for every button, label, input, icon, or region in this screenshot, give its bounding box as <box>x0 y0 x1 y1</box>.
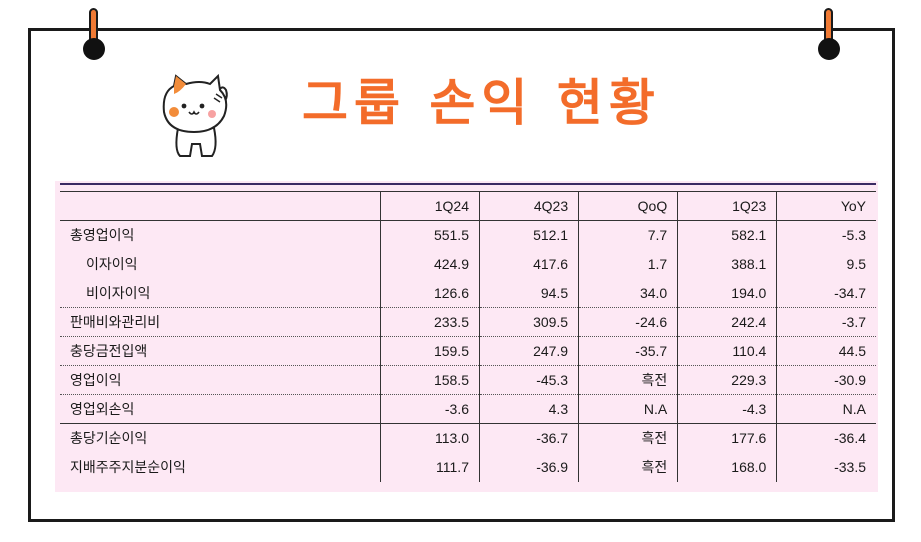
table-cell: -30.9 <box>776 365 876 395</box>
table-cell: 582.1 <box>677 220 777 250</box>
table-cell: -5.3 <box>776 220 876 250</box>
table-row: 영업외손익 -3.6 4.3 N.A -4.3 N.A <box>60 394 876 424</box>
table-cell: 417.6 <box>478 249 579 279</box>
table-cell: -3.6 <box>379 394 480 424</box>
table-cell: 309.5 <box>478 307 579 337</box>
pushpin-icon <box>818 8 840 60</box>
header-cell: 1Q23 <box>677 191 777 221</box>
table-top-rule <box>60 183 876 185</box>
table-row: 충당금전입액 159.5 247.9 -35.7 110.4 44.5 <box>60 336 876 366</box>
table-cell: 113.0 <box>379 423 480 453</box>
table-cell: -4.3 <box>677 394 777 424</box>
table-row: 판매비와관리비 233.5 309.5 -24.6 242.4 -3.7 <box>60 307 876 337</box>
row-label: 총당기순이익 <box>70 430 148 447</box>
table-cell: -36.9 <box>478 452 579 482</box>
table-cell: 34.0 <box>578 278 678 308</box>
table-cell: 흑전 <box>578 423 678 453</box>
table-cell: 512.1 <box>478 220 579 250</box>
table-cell: 242.4 <box>677 307 777 337</box>
table-cell: 9.5 <box>776 249 876 279</box>
table-cell: 7.7 <box>578 220 678 250</box>
table-cell: 1.7 <box>578 249 678 279</box>
table-row: 총영업이익 551.5 512.1 7.7 582.1 -5.3 <box>60 220 876 250</box>
page-title: 그룹 손익 현황 <box>302 74 661 132</box>
table-row: 영업이익 158.5 -45.3 흑전 229.3 -30.9 <box>60 365 876 395</box>
table-cell: 388.1 <box>677 249 777 279</box>
table-cell: -24.6 <box>578 307 678 337</box>
header-cell <box>60 191 381 221</box>
table-cell: -36.4 <box>776 423 876 453</box>
table-cell: 158.5 <box>379 365 480 395</box>
table-cell: 흑전 <box>578 452 678 482</box>
row-label: 이자이익 <box>86 256 138 272</box>
table-cell: 흑전 <box>578 365 678 395</box>
row-label: 판매비와관리비 <box>60 307 381 337</box>
table-cell: 94.5 <box>478 278 579 308</box>
table-cell: 247.9 <box>478 336 579 366</box>
row-label: 비이자이익 <box>60 278 381 308</box>
row-label: 지배주주지분순이익 <box>70 459 186 475</box>
table-cell: 194.0 <box>677 278 777 308</box>
table-row: 이자이익 424.9 417.6 1.7 388.1 9.5 <box>60 249 876 279</box>
table-cell: 551.5 <box>379 220 480 250</box>
pushpin-icon <box>83 8 105 60</box>
table-cell: -34.7 <box>776 278 876 308</box>
header-cell: 1Q24 <box>379 191 480 221</box>
table-cell: -45.3 <box>478 365 579 395</box>
table-cell: 229.3 <box>677 365 777 395</box>
table-cell: 110.4 <box>677 336 777 366</box>
row-label: 영업이익 <box>60 365 381 395</box>
table-cell: 177.6 <box>677 423 777 453</box>
table-cell: -33.5 <box>776 452 876 482</box>
row-label: 영업외손익 <box>60 394 381 424</box>
table-row: 비이자이익 126.6 94.5 34.0 194.0 -34.7 <box>60 278 876 308</box>
profit-loss-table: 1Q24 4Q23 QoQ 1Q23 YoY 총영업이익 551.5 512.1… <box>60 191 876 482</box>
table-row: 지배주주지분순이익 111.7 -36.9 흑전 168.0 -33.5 <box>60 452 876 482</box>
table-cell: 233.5 <box>379 307 480 337</box>
header-cell: YoY <box>776 191 876 221</box>
table-cell: 4.3 <box>478 394 579 424</box>
table-cell: -36.7 <box>478 423 579 453</box>
header-cell: 4Q23 <box>478 191 579 221</box>
table-cell: 424.9 <box>379 249 480 279</box>
row-label: 총영업이익 <box>70 227 135 244</box>
table-cell: 44.5 <box>776 336 876 366</box>
table-cell: 111.7 <box>379 452 480 482</box>
cat-mascot-icon <box>162 73 228 157</box>
table-cell: N.A <box>578 394 678 424</box>
table-cell: N.A <box>776 394 876 424</box>
table-cell: 168.0 <box>677 452 777 482</box>
table-cell: -3.7 <box>776 307 876 337</box>
table-cell: 159.5 <box>379 336 480 366</box>
table-header-row: 1Q24 4Q23 QoQ 1Q23 YoY <box>60 191 876 221</box>
table-cell: 126.6 <box>379 278 480 308</box>
header-cell: QoQ <box>578 191 678 221</box>
row-label: 충당금전입액 <box>60 336 381 366</box>
table-row: 총당기순이익 113.0 -36.7 흑전 177.6 -36.4 <box>60 423 876 453</box>
table-cell: -35.7 <box>578 336 678 366</box>
